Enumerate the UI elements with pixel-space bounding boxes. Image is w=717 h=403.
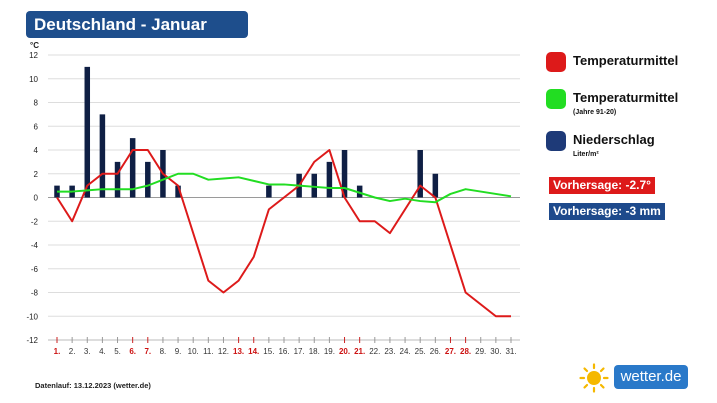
page-title: Deutschland - Januar bbox=[26, 11, 248, 38]
x-tick-label: 10. bbox=[188, 347, 199, 356]
precipitation-bar bbox=[356, 185, 363, 198]
y-tick-label: 2 bbox=[34, 170, 39, 179]
precipitation-bar bbox=[114, 161, 121, 198]
sun-icon bbox=[579, 363, 609, 393]
x-tick-label: 13. bbox=[233, 347, 244, 356]
precipitation-bar bbox=[84, 66, 91, 198]
temperature-line bbox=[56, 149, 511, 318]
x-tick-label: 23. bbox=[384, 347, 395, 356]
forecast-temperature: Vorhersage: -2.7° bbox=[549, 177, 655, 194]
legend-sub-precipitation: Liter/m² bbox=[573, 151, 599, 158]
x-tick-label: 28. bbox=[460, 347, 471, 356]
precipitation-bar bbox=[417, 150, 423, 198]
legend-swatch-temperature bbox=[546, 52, 566, 72]
y-tick-label: 0 bbox=[34, 194, 39, 203]
y-tick-label: 8 bbox=[34, 99, 39, 108]
y-tick-label: 6 bbox=[34, 122, 39, 131]
x-tick-label: 7. bbox=[144, 347, 151, 356]
x-tick-label: 31. bbox=[505, 347, 516, 356]
y-tick-label: -8 bbox=[31, 289, 39, 298]
logo-text: wetter.de bbox=[614, 365, 688, 389]
x-tick-label: 16. bbox=[278, 347, 289, 356]
wetter-logo[interactable]: wetter.de bbox=[578, 363, 693, 393]
x-tick-label: 6. bbox=[129, 347, 136, 356]
x-tick-label: 24. bbox=[400, 347, 411, 356]
y-tick-label: -2 bbox=[31, 217, 39, 226]
precipitation-bar bbox=[129, 138, 136, 198]
y-tick-label: 10 bbox=[29, 75, 38, 84]
x-tick-label: 19. bbox=[324, 347, 335, 356]
precipitation-bar bbox=[432, 173, 439, 198]
x-tick-label: 2. bbox=[69, 347, 76, 356]
y-tick-label: -12 bbox=[26, 336, 38, 345]
x-tick-label: 9. bbox=[175, 347, 182, 356]
x-tick-label: 20. bbox=[339, 347, 350, 356]
legend-sub-temperature-average: (Jahre 91-20) bbox=[573, 109, 617, 116]
x-tick-label: 27. bbox=[445, 347, 456, 356]
x-tick-label: 26. bbox=[430, 347, 441, 356]
y-tick-label: 12 bbox=[29, 51, 38, 60]
x-tick-label: 8. bbox=[160, 347, 167, 356]
legend-label-precipitation: Niederschlag bbox=[573, 132, 655, 147]
x-tick-label: 12. bbox=[218, 347, 229, 356]
precipitation-bar bbox=[341, 150, 348, 198]
legend-swatch-temperature-average bbox=[546, 89, 566, 109]
y-tick-label: -6 bbox=[31, 265, 39, 274]
x-tick-label: 3. bbox=[84, 347, 91, 356]
x-tick-label: 25. bbox=[415, 347, 426, 356]
x-tick-label: 11. bbox=[203, 347, 214, 356]
y-tick-label: -10 bbox=[26, 312, 38, 321]
legend-label-temperature-average: Temperaturmittel bbox=[573, 90, 679, 105]
x-tick-label: 21. bbox=[354, 347, 365, 356]
precipitation-bar bbox=[99, 114, 106, 198]
x-tick-label: 30. bbox=[490, 347, 501, 356]
legend-label-temperature: Temperaturmittel bbox=[573, 53, 679, 68]
precipitation-bar bbox=[145, 161, 151, 198]
precipitation-bar bbox=[175, 185, 181, 198]
x-tick-label: 18. bbox=[309, 347, 320, 356]
x-tick-label: 4. bbox=[99, 347, 106, 356]
precipitation-bar bbox=[326, 161, 333, 198]
x-tick-label: 14. bbox=[248, 347, 259, 356]
x-tick-label: 17. bbox=[294, 347, 305, 356]
x-tick-label: 5. bbox=[114, 347, 121, 356]
x-tick-label: 15. bbox=[263, 347, 274, 356]
forecast-precipitation: Vorhersage: -3 mm bbox=[549, 203, 665, 220]
precipitation-bar bbox=[311, 173, 318, 198]
legend-swatch-precipitation bbox=[546, 131, 566, 151]
temperature-average-line bbox=[57, 172, 512, 204]
y-tick-label: -4 bbox=[31, 241, 39, 250]
y-unit-label: °C bbox=[30, 41, 39, 50]
x-tick-label: 29. bbox=[475, 347, 486, 356]
precipitation-bar bbox=[266, 185, 272, 198]
x-tick-label: 1. bbox=[54, 347, 61, 356]
y-tick-label: 4 bbox=[34, 146, 39, 155]
x-tick-label: 22. bbox=[369, 347, 380, 356]
footer-data-run: Datenlauf: 13.12.2023 (wetter.de) bbox=[35, 381, 151, 390]
